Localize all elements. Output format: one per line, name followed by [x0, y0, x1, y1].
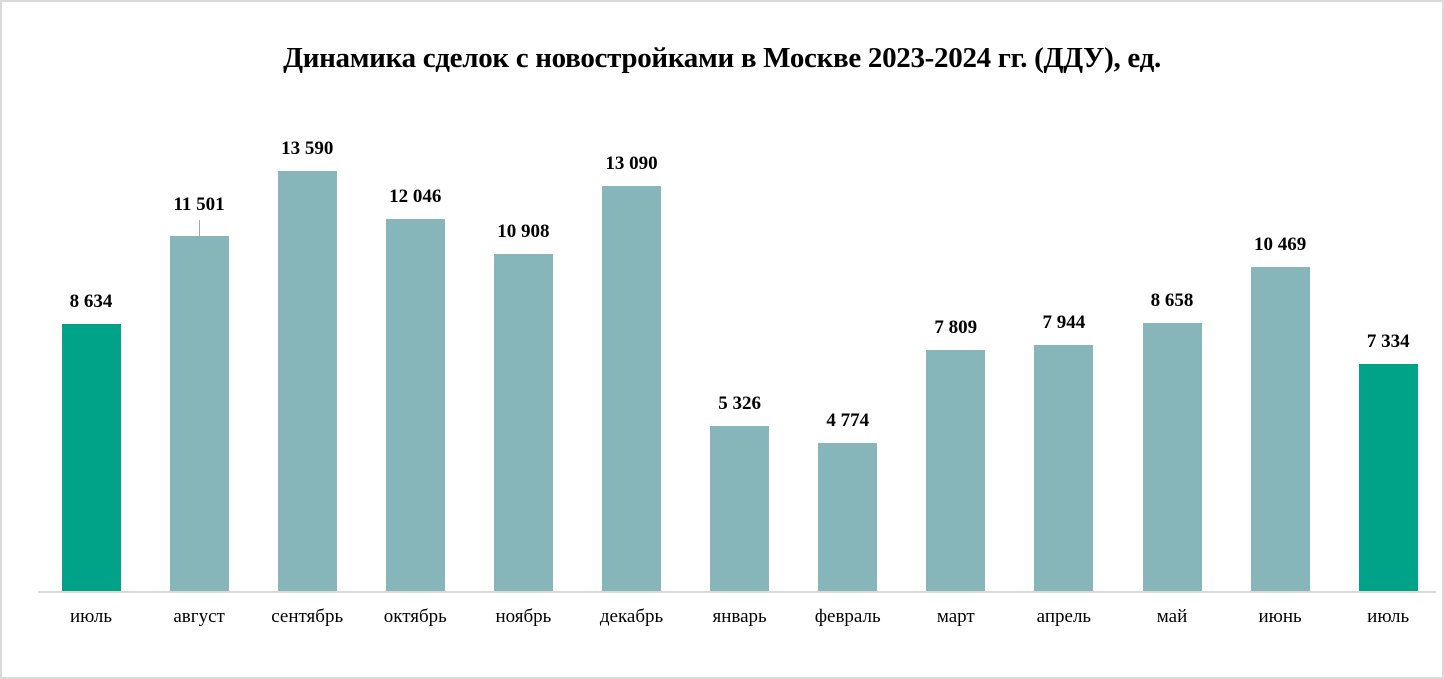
value-label: 4 774: [826, 410, 870, 431]
category-label: январь: [712, 606, 767, 627]
bar-4: [493, 254, 553, 591]
category-label: апрель: [1036, 606, 1092, 627]
category-label: июнь: [1258, 606, 1302, 627]
value-label: 7 334: [1366, 331, 1410, 352]
bar-5: [602, 186, 661, 591]
value-label: 10 908: [497, 221, 550, 242]
category-label: май: [1156, 606, 1188, 627]
bar-2: [277, 171, 337, 591]
chart-title: Динамика сделок с новостройками в Москве…: [283, 42, 1161, 74]
value-label: 12 046: [389, 186, 442, 207]
label-leader-line: [199, 220, 201, 236]
bar-8: [926, 350, 986, 591]
category-label: декабрь: [599, 606, 664, 627]
value-label: 7 809: [934, 317, 978, 338]
bar-1: [169, 236, 229, 591]
category-label: июль: [69, 606, 113, 627]
value-label: 13 590: [281, 138, 334, 159]
x-axis-line: [38, 591, 1436, 593]
value-label: 7 944: [1042, 312, 1086, 333]
category-label: сентябрь: [271, 606, 344, 627]
bar-0: [61, 324, 121, 591]
category-label: март: [936, 606, 975, 627]
bar-9: [1034, 345, 1094, 591]
bar-11: [1250, 267, 1310, 591]
bar-6: [710, 426, 770, 591]
category-label: февраль: [814, 606, 881, 627]
bar-10: [1142, 323, 1202, 591]
value-label: 10 469: [1253, 234, 1307, 255]
category-label: июль: [1367, 606, 1410, 627]
value-label: 8 658: [1150, 290, 1194, 311]
bar-3: [385, 219, 445, 591]
category-label: август: [173, 606, 225, 627]
category-label: октябрь: [383, 606, 447, 627]
category-label: ноябрь: [495, 606, 552, 627]
value-label: 8 634: [69, 291, 113, 312]
bar-7: [818, 443, 878, 591]
value-label: 11 501: [173, 194, 225, 215]
value-label: 5 326: [718, 393, 761, 414]
value-label: 13 090: [605, 153, 658, 174]
bar-12: [1358, 364, 1418, 591]
